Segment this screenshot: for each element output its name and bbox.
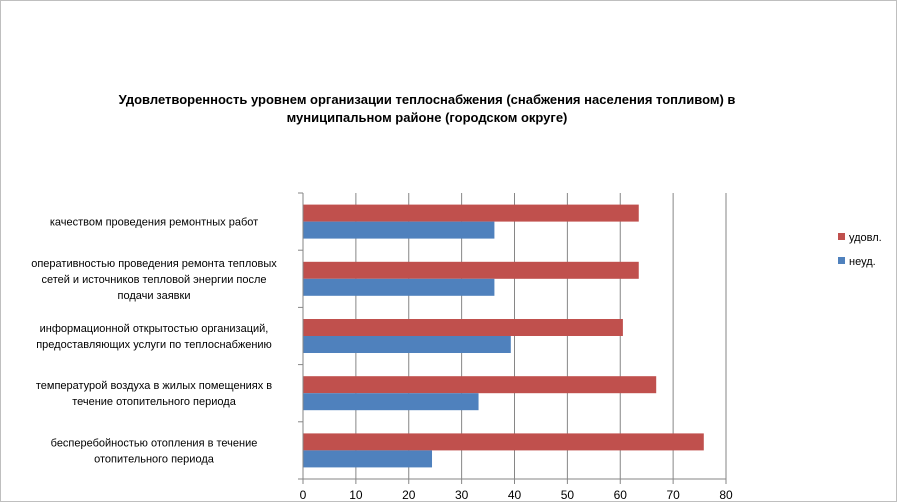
category-label: бесперебойностью отопления в течение [51, 437, 258, 449]
x-tick-label: 30 [455, 488, 469, 502]
category-label: сетей и источников тепловой энергии посл… [41, 274, 266, 286]
category-label: течение отопительного периода [72, 396, 237, 408]
bar-unsatisfied [303, 450, 433, 468]
legend-swatch [838, 257, 845, 264]
bar-unsatisfied [303, 336, 511, 353]
bar-unsatisfied [303, 221, 495, 239]
chart-axes [298, 192, 727, 484]
x-tick-labels: 0 10 20 30 40 50 60 70 80 [300, 488, 733, 502]
chart-title-line: муниципальном районе (городском округе) [287, 110, 568, 125]
legend-label: неуд. [849, 256, 876, 268]
x-tick-label: 80 [719, 488, 733, 502]
chart-bars [303, 204, 704, 468]
bar-satisfied [303, 433, 704, 451]
legend-swatch [838, 233, 845, 240]
legend-label: удовл. [849, 232, 882, 244]
bar-satisfied [303, 319, 623, 336]
chart-title-line: Удовлетворенность уровнем организации те… [119, 92, 736, 107]
legend-item: удовл. [838, 232, 882, 244]
x-tick-label: 0 [300, 488, 307, 502]
x-tick-label: 40 [508, 488, 522, 502]
x-tick-label: 60 [614, 488, 628, 502]
bar-satisfied [303, 261, 639, 279]
bar-unsatisfied [303, 278, 495, 296]
category-label: информационной открытостью организаций, [40, 323, 269, 335]
chart-title: Удовлетворенность уровнем организации те… [119, 92, 736, 125]
bar-satisfied [303, 204, 639, 222]
bar-unsatisfied [303, 393, 479, 411]
category-label: подачи заявки [118, 290, 191, 302]
x-tick-label: 50 [561, 488, 575, 502]
x-tick-label: 20 [402, 488, 416, 502]
category-labels: качеством проведения ремонтных работ опер… [31, 217, 277, 466]
chart-legend: удовл. неуд. [838, 232, 882, 268]
category-label: качеством проведения ремонтных работ [50, 217, 258, 229]
category-label: температурой воздуха в жилых помещениях … [36, 380, 272, 392]
x-tick-label: 10 [349, 488, 363, 502]
category-label: предоставляющих услуги по теплоснабжению [36, 339, 272, 351]
category-label: оперативностью проведения ремонта теплов… [31, 258, 277, 270]
legend-item: неуд. [838, 256, 876, 268]
bar-satisfied [303, 376, 657, 394]
x-tick-label: 70 [666, 488, 680, 502]
category-label: отопительного периода [94, 453, 215, 465]
